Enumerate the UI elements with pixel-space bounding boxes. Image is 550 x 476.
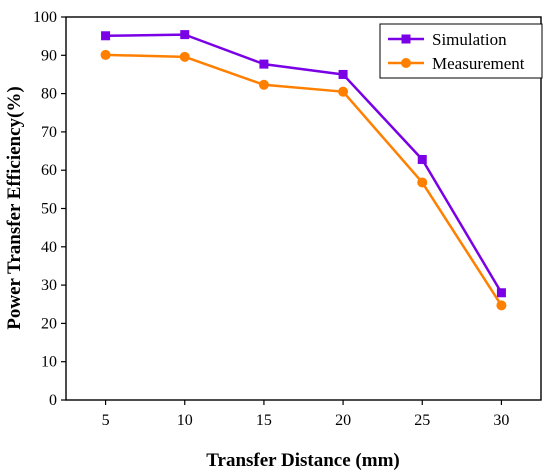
x-axis-title: Transfer Distance (mm) xyxy=(206,450,399,471)
legend-marker-measurement xyxy=(401,58,411,68)
y-tick-label: 70 xyxy=(41,124,57,141)
data-point-simulation xyxy=(496,288,506,298)
legend-label-measurement: Measurement xyxy=(432,54,525,73)
data-point-measurement xyxy=(417,177,428,188)
data-point-measurement xyxy=(496,300,507,311)
data-point-simulation xyxy=(417,154,427,164)
y-tick-label: 20 xyxy=(41,315,57,332)
y-axis-title: Power Transfer Efficiency(%) xyxy=(4,86,25,329)
y-tick-label: 0 xyxy=(49,392,57,409)
y-tick-label: 80 xyxy=(41,86,57,103)
y-tick-label: 30 xyxy=(41,277,57,294)
legend-label-simulation: Simulation xyxy=(432,30,507,49)
y-tick-label: 60 xyxy=(41,162,57,179)
x-tick-label: 15 xyxy=(256,412,272,429)
series-line-simulation xyxy=(105,33,503,294)
x-tick-label: 5 xyxy=(102,412,110,429)
data-point-measurement xyxy=(100,49,111,60)
series-line-measurement xyxy=(105,53,503,307)
x-tick-label: 20 xyxy=(335,412,351,429)
series-layer xyxy=(100,30,507,311)
data-point-simulation xyxy=(180,30,190,40)
legend-box xyxy=(379,23,543,79)
data-point-simulation xyxy=(259,59,269,69)
legend-marker-simulation xyxy=(401,34,411,44)
y-tick-label: 40 xyxy=(41,239,57,256)
data-point-measurement xyxy=(258,79,269,90)
x-axis: 5 10 15 20 25 30 xyxy=(102,400,509,429)
data-point-measurement xyxy=(338,86,349,97)
legend: Simulation Measurement xyxy=(379,23,543,79)
plot-area xyxy=(65,16,542,401)
y-tick-label: 90 xyxy=(41,47,57,64)
x-tick-label: 10 xyxy=(177,412,193,429)
y-tick-label: 100 xyxy=(33,9,57,26)
x-tick-label: 25 xyxy=(414,412,430,429)
y-tick-label: 10 xyxy=(41,354,57,371)
y-tick-label: 50 xyxy=(41,201,57,218)
data-point-simulation xyxy=(101,31,111,41)
y-axis: 0 10 20 30 40 50 60 70 80 90 100 xyxy=(33,9,66,409)
data-point-measurement xyxy=(179,51,190,62)
data-point-simulation xyxy=(338,69,348,79)
x-tick-label: 30 xyxy=(493,412,509,429)
